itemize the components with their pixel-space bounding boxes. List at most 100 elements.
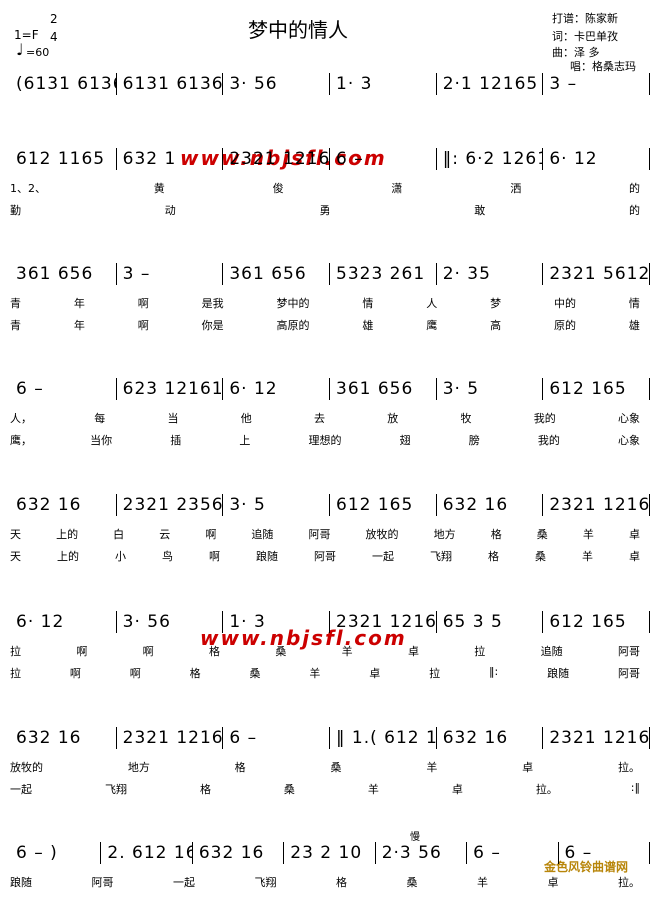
measure: 6· 12 [10,611,117,633]
measure: 2·3 56 [376,842,468,864]
measure: 2·1 12165 [437,73,544,95]
lyric: 阿哥 [617,645,640,658]
measure: 612 165 [543,378,651,400]
lyric: 的 [628,182,640,195]
lyric: 羊 [426,761,438,774]
lyric: 拉 [10,667,21,680]
lyric-line: 拉 啊 啊 格 桑 羊 卓 拉 ‖: 踉随 阿哥 [10,665,640,681]
measure: 2321 12165 [223,148,331,170]
lyric: 啊 [129,667,141,680]
site-logo: 金色风铃曲谱网 [544,860,629,874]
lyric: 一起 [372,550,394,563]
lyric: 卓 [369,667,381,680]
lyric: 青 [10,297,21,310]
measure: 2· 35 [437,263,544,285]
measure: 361 656 [223,263,331,285]
lyric: 原的 [554,319,576,332]
lyric: 潇 [391,182,403,195]
measure: 3 – [543,73,651,95]
measure: 361 656 [10,263,117,285]
measure: ‖: 6·2 1261 [437,148,544,170]
lyric: 拉。 [535,783,558,796]
lyric-line: 放牧的 地方 格 桑 羊 卓 拉。 [10,759,640,775]
measure: 2321 12165 [330,611,437,633]
staff-row: 6 –623 12161 6· 12 361 656 3· 5 612 165 [10,378,651,400]
measure: 3· 56 [117,611,224,633]
lyric: 动 [164,204,176,217]
lyric: 梦中的 [276,297,310,310]
lyric-line: 踉随 阿哥 一起 飞翔 格 桑 羊 卓 拉。 [10,874,640,890]
measure: 65 3 5 [437,611,544,633]
lyric: 放 [387,412,399,425]
lyric: 我的 [537,434,560,447]
measure: 2321 12165 [117,727,224,749]
lyric: 追随 [540,645,563,658]
lyric: 地方 [433,528,456,541]
lyric: 阿哥 [314,550,336,563]
measure: 1· 3 [223,611,331,633]
measure: ‖ 1.( 612 165 [330,727,437,749]
lyric: 羊 [367,783,379,796]
measure: 612 165 [543,611,651,633]
lyric: 他 [240,412,252,425]
lyric: 桑 [536,528,548,541]
measure: 6 – [330,148,437,170]
lyric: 高原的 [276,319,310,332]
measure: 6 – [10,378,117,400]
measure: 632 16 [193,842,285,864]
lyric: 高 [490,319,502,332]
lyric: 啊 [137,297,149,310]
measure: 6 – [467,842,559,864]
lyric: 上 [239,434,251,447]
lyric: 格 [189,667,201,680]
measure: 632 16 [10,494,117,516]
measure: 3· 56 [223,73,331,95]
measure: 623 12161 [117,378,224,400]
lyric: 上的 [57,550,79,563]
lyric: 羊 [477,876,488,889]
lyric: 格 [199,783,211,796]
lyric: 卓 [629,550,640,563]
lyric: 雄 [628,319,640,332]
lyric: 啊 [205,528,217,541]
lyric: 飞翔 [254,876,277,889]
lyric: 洒 [510,182,522,195]
lyric: 白 [113,528,125,541]
lyric: 膀 [468,434,480,447]
measure: 632 16 [10,727,117,749]
lyric: 翅 [399,434,411,447]
lyric-line: 青年啊是我 梦中的情人梦中的情 [10,295,640,311]
lyric: 啊 [69,667,81,680]
lyric: 勤 [10,204,21,217]
credit: 唱：格桑志玛 [570,60,636,73]
staff-row: 361 656 3 –361 656 5323 261 2· 35 2321 5612 [10,263,651,285]
lyric: 理想的 [308,434,342,447]
measure: 6· 12 [543,148,651,170]
measure: 632 1 [117,148,224,170]
measure: 6 – [559,842,650,864]
lyric: 去 [314,412,325,425]
credit: 打谱：陈家新 [552,12,618,25]
lyric: 中的 [554,297,576,310]
tempo: =60 [26,46,50,59]
lyric: 羊 [582,550,593,563]
measure: 6 – [223,727,331,749]
lyric-line: 青年啊你是 高原的雄鹰高原的雄 [10,317,640,333]
lyric: 当你 [90,434,113,447]
lyric: 鸟 [162,550,173,563]
measure: 2321 5612 [543,263,651,285]
measure: 632 16 [437,727,544,749]
lyric: 格 [234,761,246,774]
lyric: 是我 [201,297,224,310]
lyric: 卓 [547,876,559,889]
lyric: 卓 [451,783,463,796]
lyric: 踉随 [10,876,32,889]
measure: 361 656 [330,378,437,400]
lyric: 黄 [153,182,165,195]
lyric: 人， [10,412,32,425]
lyric: 追随 [251,528,274,541]
